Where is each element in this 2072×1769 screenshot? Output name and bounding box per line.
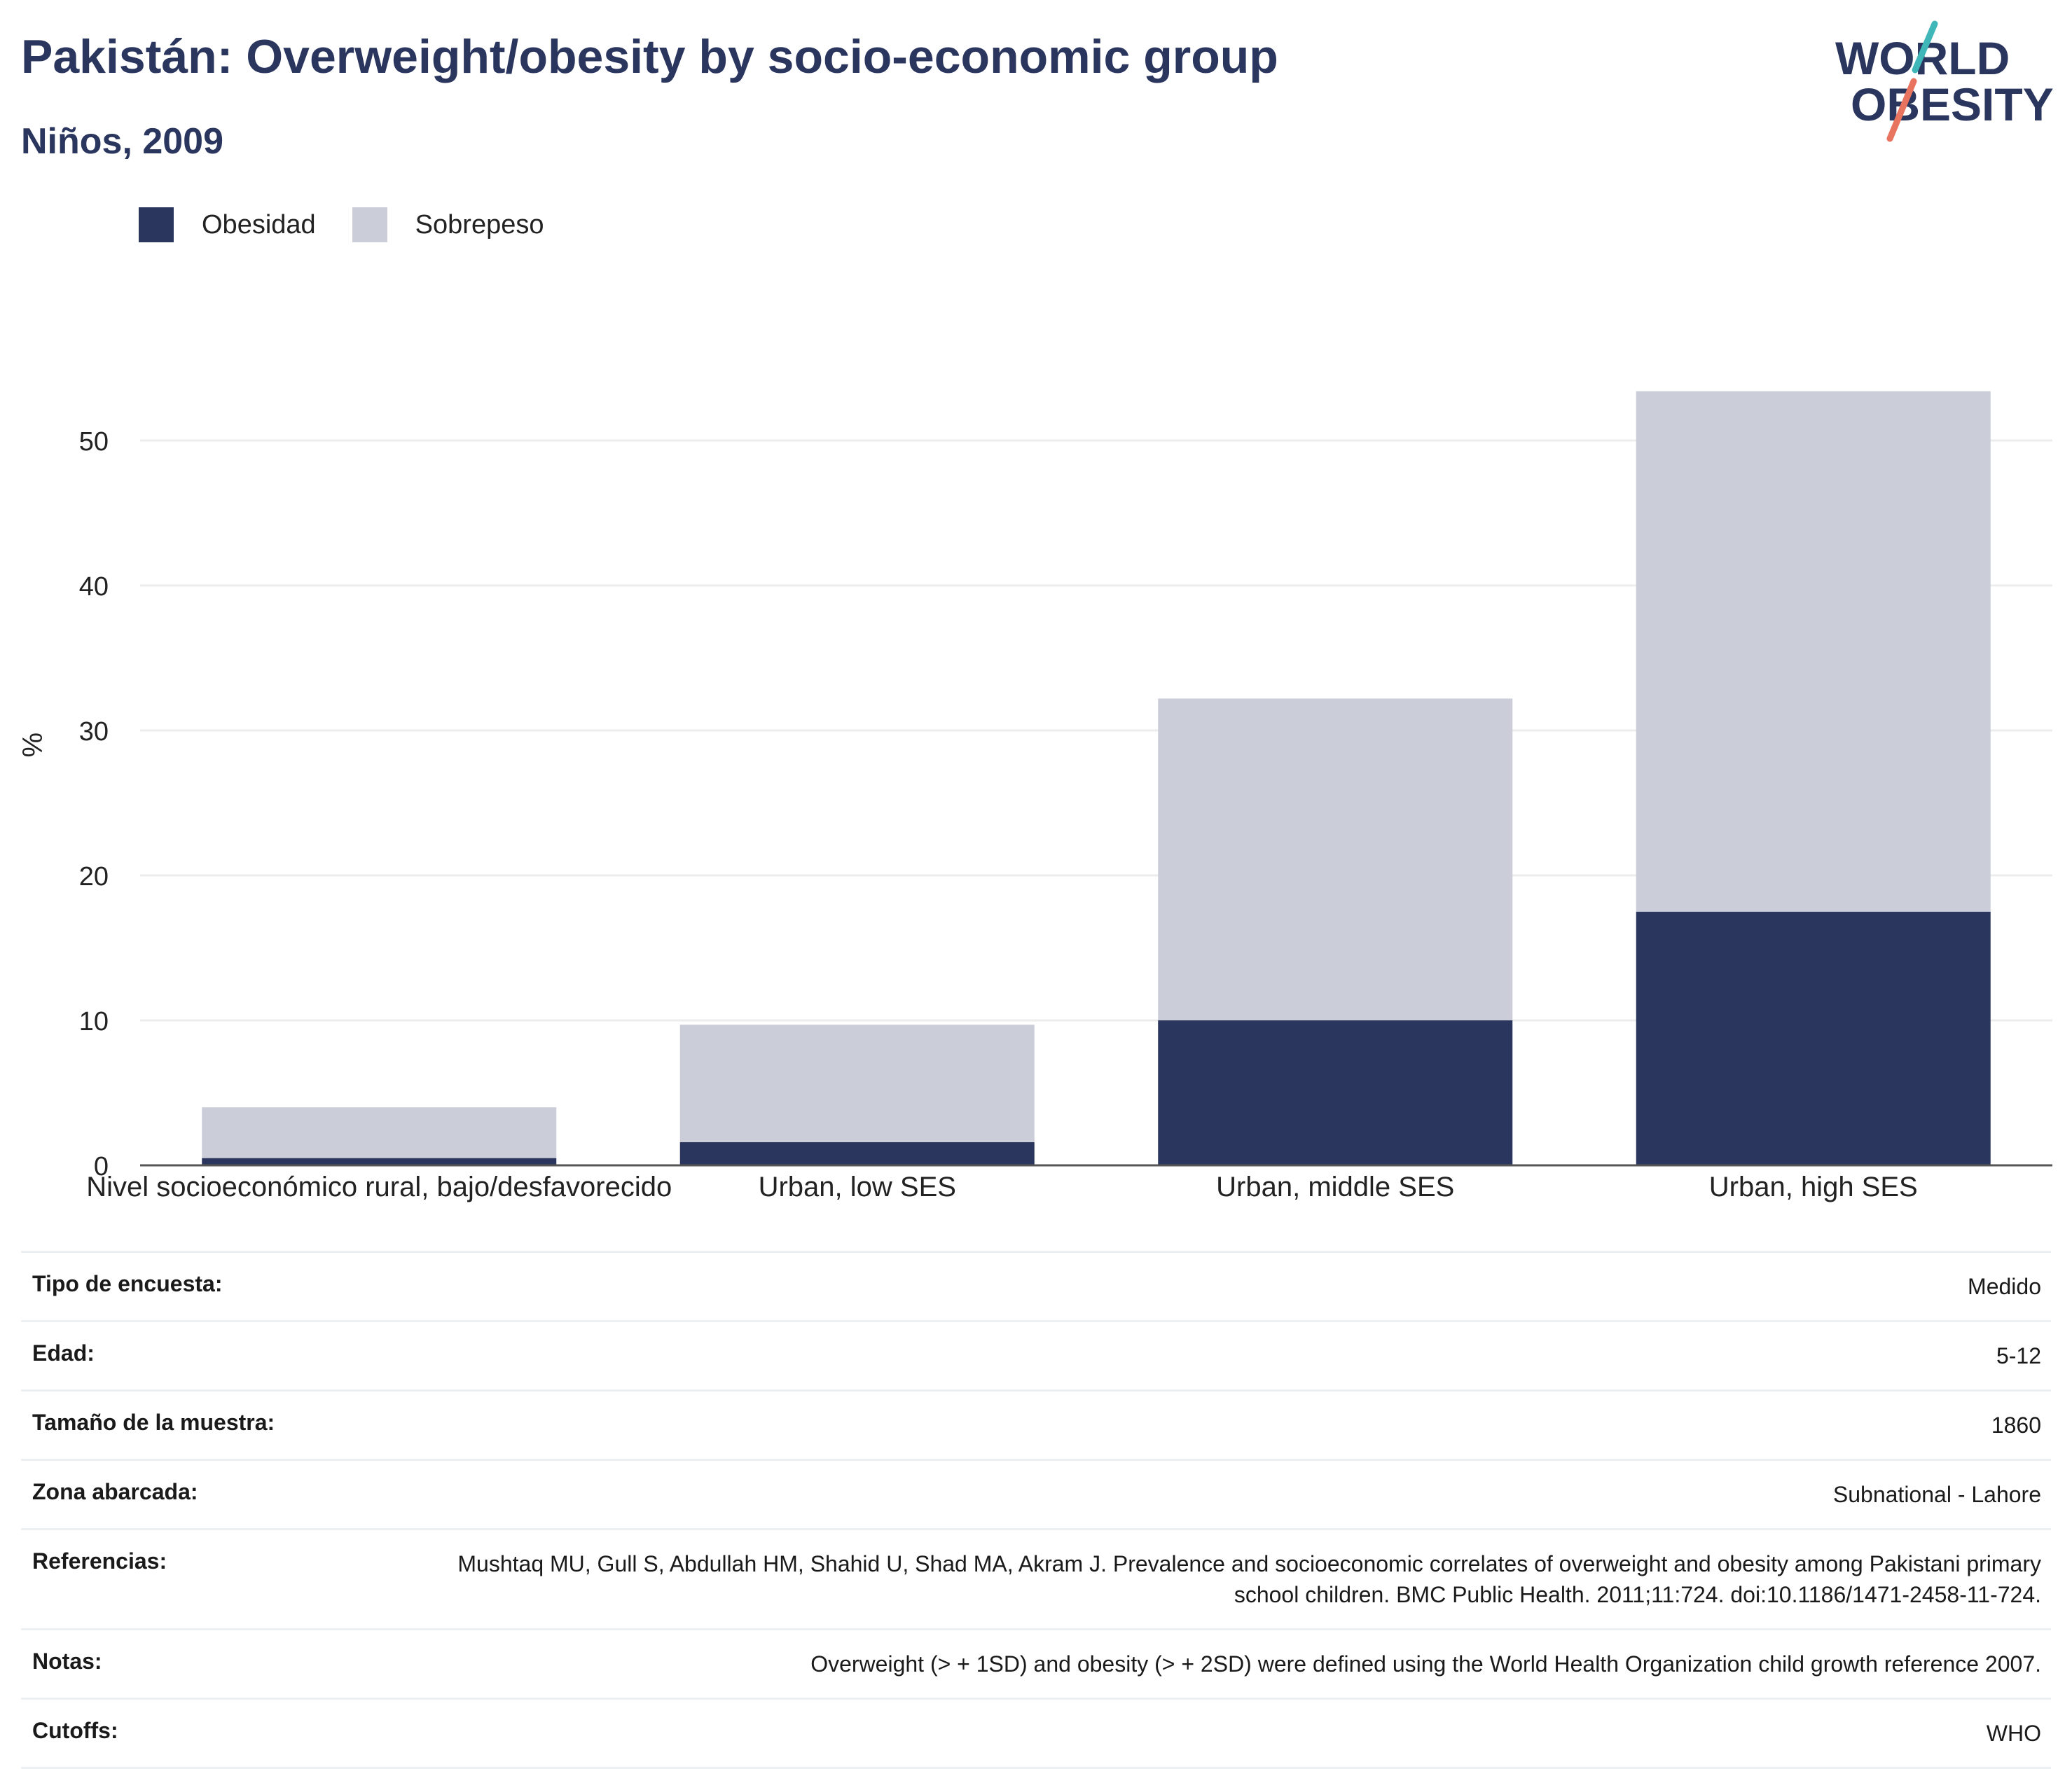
y-tick-label: 10 — [79, 1007, 109, 1036]
legend-item-obesidad[interactable]: Obesidad — [139, 207, 316, 242]
logo-line2: OBESITY — [1851, 78, 2054, 130]
legend-label-obesidad: Obesidad — [202, 209, 316, 240]
x-category-label: Urban, low SES — [759, 1172, 956, 1202]
y-axis-label: % — [18, 733, 48, 758]
y-tick-label: 40 — [79, 572, 109, 602]
bar-sobrepeso — [202, 1107, 557, 1158]
info-value: WHO — [1986, 1721, 2041, 1746]
info-label: Edad: — [32, 1340, 95, 1366]
info-value: 1860 — [1991, 1413, 2041, 1438]
legend-swatch-obesidad — [139, 207, 174, 242]
logo-slash-coral — [1886, 78, 1917, 142]
world-obesity-logo: WORLD OBESITY — [1835, 20, 2054, 142]
page-subtitle: Niños, 2009 — [21, 121, 224, 162]
info-value: Medido — [1968, 1274, 2041, 1299]
info-value: Subnational - Lahore — [1832, 1482, 2041, 1507]
info-label: Tamaño de la muestra: — [32, 1410, 275, 1435]
x-category-label: Urban, high SES — [1709, 1172, 1918, 1202]
info-value: Mushtaq MU, Gull S, Abdullah HM, Shahid … — [457, 1551, 2041, 1607]
logo-slash-teal — [1912, 20, 1938, 74]
y-tick-label: 20 — [79, 862, 109, 892]
info-row: Tamaño de la muestra: 1860 — [21, 1389, 2051, 1459]
bar-obesidad — [1636, 911, 1991, 1165]
info-row: Tipo de encuesta: Medido — [21, 1251, 2051, 1320]
info-label: Cutoffs: — [32, 1718, 118, 1743]
chart-legend: Obesidad Sobrepeso — [139, 207, 580, 242]
page-title: Pakistán: Overweight/obesity by socio-ec… — [21, 30, 1278, 83]
bar-obesidad — [1158, 1020, 1513, 1165]
info-label: Tipo de encuesta: — [32, 1271, 223, 1296]
y-tick-label: 50 — [79, 427, 109, 457]
info-row: Zona abarcada: Subnational - Lahore — [21, 1459, 2051, 1528]
bar-obesidad — [679, 1142, 1035, 1165]
info-value: 5-12 — [1996, 1343, 2041, 1368]
y-tick-label: 30 — [79, 717, 109, 747]
bar-obesidad — [202, 1158, 557, 1165]
x-category-label: Urban, middle SES — [1216, 1172, 1454, 1202]
legend-label-sobrepeso: Sobrepeso — [415, 209, 544, 240]
legend-swatch-sobrepeso — [352, 207, 387, 242]
info-row: Notas: Overweight (> + 1SD) and obesity … — [21, 1628, 2051, 1698]
info-value: Overweight (> + 1SD) and obesity (> + 2S… — [810, 1651, 2041, 1677]
survey-info-table: Tipo de encuesta: Medido Edad: 5-12 Tama… — [21, 1251, 2051, 1769]
info-label: Referencias: — [32, 1548, 167, 1574]
y-tick-label: 0 — [94, 1152, 109, 1181]
info-row: Referencias: Mushtaq MU, Gull S, Abdulla… — [21, 1528, 2051, 1628]
bar-sobrepeso — [679, 1025, 1035, 1142]
bar-sobrepeso — [1158, 698, 1513, 1020]
bar-sobrepeso — [1636, 391, 1991, 912]
info-label: Zona abarcada: — [32, 1479, 198, 1504]
info-label: Notas: — [32, 1649, 102, 1674]
info-row: Cutoffs: WHO — [21, 1698, 2051, 1769]
info-row: Edad: 5-12 — [21, 1320, 2051, 1389]
x-category-label: Nivel socioeconómico rural, bajo/desfavo… — [86, 1172, 672, 1202]
stacked-bar-chart: 0 10 20 30 40 50% Nivel socioeconómico rural, … — [18, 391, 2052, 1202]
legend-item-sobrepeso[interactable]: Sobrepeso — [352, 207, 544, 242]
